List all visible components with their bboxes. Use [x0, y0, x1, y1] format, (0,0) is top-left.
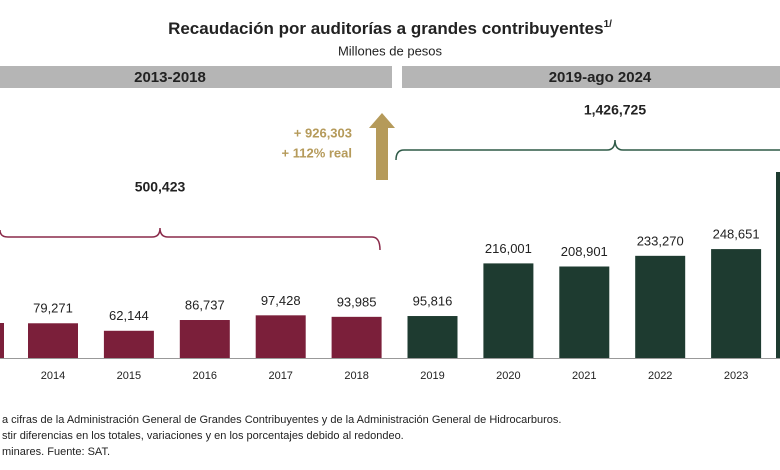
annotation: 500,423 [135, 179, 186, 195]
footnote: a cifras de la Administración General de… [2, 414, 561, 426]
period-label: 2013-2018 [134, 69, 206, 86]
value-label: 93,985 [337, 294, 377, 309]
partial-bar [776, 172, 780, 358]
x-tick-label: 2014 [41, 370, 65, 382]
arrow [369, 113, 395, 180]
bar [407, 316, 458, 358]
annotation: + 112% real [282, 145, 352, 160]
annotation: + 926,303 [294, 125, 352, 140]
bar [635, 255, 686, 358]
bar [559, 266, 610, 358]
x-tick-label: 2020 [496, 370, 520, 382]
value-label: 62,144 [109, 308, 149, 323]
x-tick-label: 2022 [648, 370, 672, 382]
partial-bar [0, 323, 4, 358]
period-band [402, 66, 780, 88]
bar [711, 249, 762, 358]
value-label: 248,651 [713, 227, 760, 242]
title-text: Recaudación por auditorías a grandes con… [168, 19, 604, 38]
x-tick-label: 2017 [268, 370, 292, 382]
bracket [0, 227, 381, 251]
bar [28, 323, 78, 358]
footnote: minares. Fuente: SAT. [2, 446, 110, 458]
subtitle: Millones de pesos [338, 43, 443, 58]
x-tick-label: 2015 [117, 370, 141, 382]
bar [331, 316, 382, 358]
x-tick-label: 2016 [193, 370, 217, 382]
value-label: 233,270 [637, 233, 684, 248]
x-tick-label: 2018 [344, 370, 368, 382]
value-label: 208,901 [561, 244, 608, 259]
value-label: 216,001 [485, 241, 532, 256]
period-band [0, 66, 392, 88]
x-tick-label: 2021 [572, 370, 596, 382]
footnote: stir diferencias en los totales, variaci… [2, 430, 404, 442]
title-note: 1/ [604, 19, 613, 30]
period-label: 2019-ago 2024 [549, 69, 652, 86]
value-label: 97,428 [261, 293, 301, 308]
chart-title: Recaudación por auditorías a grandes con… [168, 19, 612, 39]
value-label: 95,816 [413, 293, 453, 308]
annotation: 1,426,725 [584, 102, 646, 118]
bar [483, 263, 534, 358]
bar [179, 320, 230, 358]
x-tick-label: 2023 [724, 370, 748, 382]
value-label: 79,271 [33, 301, 73, 316]
bar [103, 330, 154, 358]
x-tick-label: 2019 [420, 370, 444, 382]
bar [255, 315, 306, 358]
value-label: 86,737 [185, 297, 225, 312]
bracket [395, 139, 780, 161]
